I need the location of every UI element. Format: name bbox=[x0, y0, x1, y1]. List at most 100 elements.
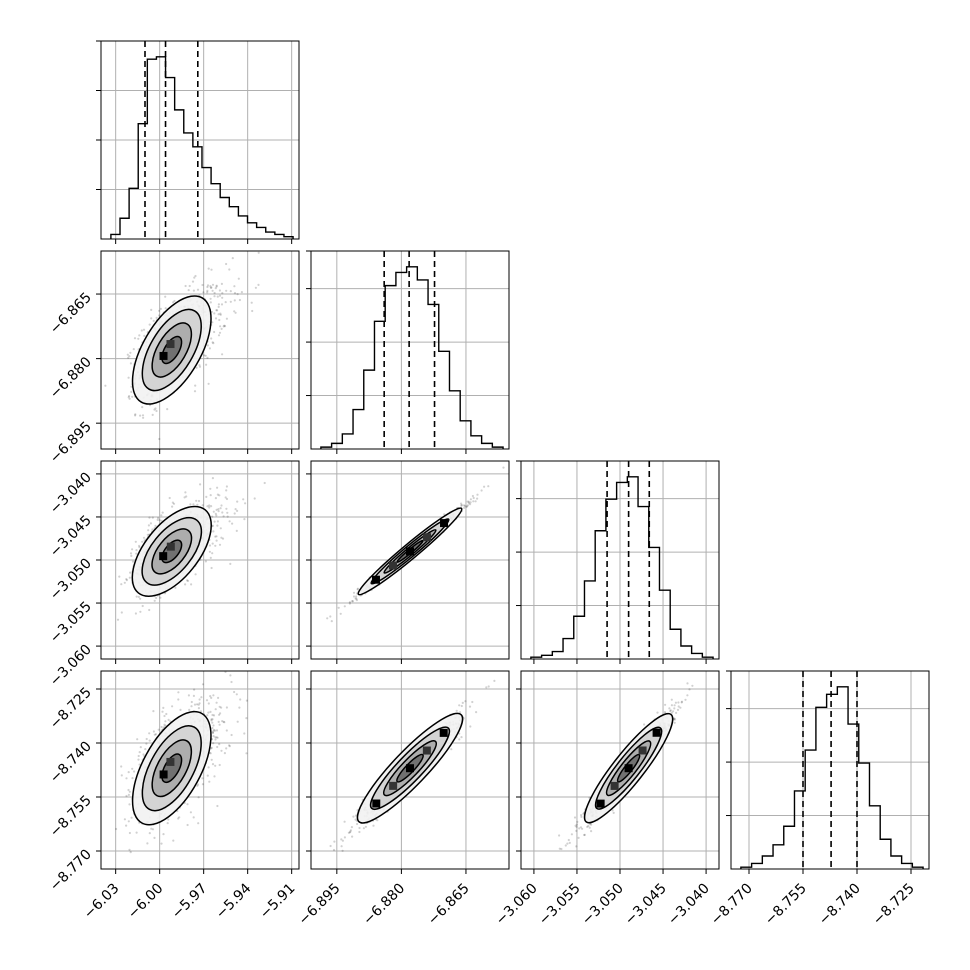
histogram-step bbox=[740, 686, 924, 869]
sample-point bbox=[193, 688, 196, 691]
sample-point bbox=[250, 301, 253, 304]
sample-point bbox=[464, 700, 467, 703]
sample-point bbox=[352, 815, 355, 818]
sample-point bbox=[233, 292, 237, 295]
sample-point bbox=[217, 508, 220, 511]
sample-point bbox=[144, 748, 147, 751]
sample-point bbox=[141, 604, 144, 608]
sample-point bbox=[131, 777, 134, 780]
sample-point bbox=[209, 286, 212, 289]
sample-point bbox=[151, 413, 154, 416]
sample-point bbox=[194, 384, 197, 387]
sample-point bbox=[465, 505, 468, 508]
sample-point bbox=[217, 313, 220, 316]
sample-point bbox=[676, 708, 680, 712]
sample-point bbox=[184, 491, 187, 494]
sample-point bbox=[142, 753, 145, 756]
sample-point bbox=[487, 685, 490, 688]
sample-point bbox=[474, 500, 477, 503]
sample-point bbox=[218, 743, 221, 746]
sample-point bbox=[212, 724, 215, 727]
sample-point bbox=[196, 703, 199, 706]
sample-point bbox=[223, 721, 226, 724]
sample-point bbox=[213, 520, 216, 523]
sample-point bbox=[209, 301, 212, 304]
sample-point bbox=[145, 742, 148, 745]
sample-point bbox=[466, 504, 469, 507]
scatter-panel-3-2 bbox=[516, 670, 720, 874]
sample-point bbox=[198, 702, 201, 705]
sample-point bbox=[339, 612, 342, 615]
sample-point bbox=[162, 833, 165, 836]
sample-point bbox=[200, 696, 203, 699]
sample-point bbox=[229, 300, 232, 303]
sample-point bbox=[226, 511, 229, 514]
sample-point bbox=[237, 277, 240, 280]
sample-point bbox=[209, 752, 212, 755]
sample-point bbox=[211, 552, 214, 555]
sample-point bbox=[355, 597, 358, 600]
sample-point bbox=[125, 578, 128, 581]
sample-point bbox=[221, 292, 224, 295]
sample-point bbox=[220, 749, 223, 752]
sample-point bbox=[211, 289, 214, 292]
sample-point bbox=[177, 817, 180, 820]
sample-point bbox=[201, 683, 205, 686]
sample-point bbox=[216, 736, 219, 739]
sample-point bbox=[131, 548, 134, 551]
sample-point bbox=[128, 831, 131, 835]
sample-point bbox=[458, 704, 461, 707]
sample-point bbox=[196, 783, 200, 786]
sample-point bbox=[209, 487, 212, 490]
sample-point bbox=[188, 284, 191, 288]
sample-point bbox=[194, 274, 197, 278]
sample-point bbox=[115, 827, 118, 831]
sample-point bbox=[153, 408, 156, 411]
sample-point bbox=[212, 530, 215, 533]
sample-point bbox=[236, 500, 239, 503]
sample-point bbox=[236, 293, 239, 296]
sample-point bbox=[364, 825, 367, 828]
sample-point bbox=[148, 608, 151, 612]
sample-point bbox=[215, 514, 218, 517]
sample-point bbox=[159, 596, 162, 599]
hist-panel-3 bbox=[726, 670, 930, 874]
sample-point bbox=[333, 840, 336, 843]
sample-point bbox=[476, 493, 479, 496]
sample-point bbox=[157, 728, 160, 731]
sample-point bbox=[152, 319, 155, 322]
sample-point bbox=[163, 723, 166, 726]
sample-point bbox=[201, 777, 204, 780]
sample-point bbox=[214, 764, 217, 767]
sample-point bbox=[120, 611, 123, 614]
sample-point bbox=[196, 288, 200, 291]
sample-point bbox=[135, 552, 138, 555]
sample-point bbox=[134, 612, 137, 615]
sample-point bbox=[222, 325, 225, 328]
sample-point bbox=[123, 818, 126, 821]
histogram-step bbox=[320, 266, 504, 449]
sample-point bbox=[463, 504, 466, 508]
density-cell bbox=[439, 728, 448, 737]
sample-point bbox=[225, 489, 228, 492]
sample-point bbox=[129, 362, 132, 365]
sample-point bbox=[218, 318, 221, 322]
sample-point bbox=[316, 872, 318, 874]
sample-point bbox=[213, 775, 216, 778]
sample-point bbox=[560, 847, 563, 851]
sample-point bbox=[219, 527, 222, 530]
sample-point bbox=[211, 283, 215, 286]
scatter-panel-1-0 bbox=[96, 250, 300, 454]
sample-point bbox=[149, 522, 152, 525]
sample-point bbox=[352, 595, 356, 598]
sample-point bbox=[209, 494, 212, 497]
axes-frame bbox=[310, 250, 510, 450]
sample-point bbox=[211, 726, 214, 730]
sample-point bbox=[120, 583, 123, 586]
sample-point bbox=[245, 699, 248, 702]
sample-point bbox=[164, 307, 167, 310]
sample-point bbox=[670, 704, 674, 707]
sample-point bbox=[340, 838, 343, 841]
sample-point bbox=[190, 583, 193, 586]
